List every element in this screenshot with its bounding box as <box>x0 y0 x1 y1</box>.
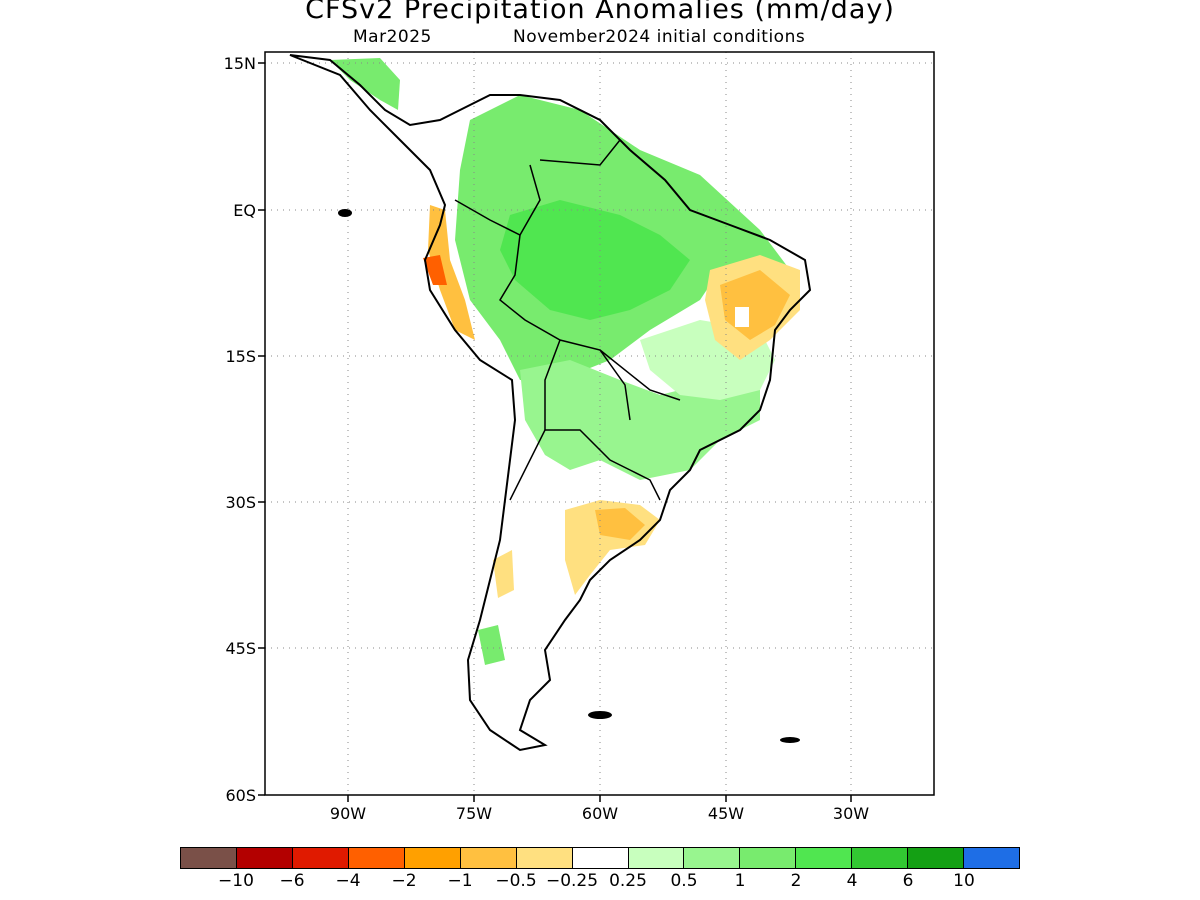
colorbar-label: −0.5 <box>495 871 537 891</box>
wet-region-central <box>500 200 690 320</box>
wet-anomaly-regions <box>330 58 790 665</box>
colorbar-label: −0.25 <box>545 871 599 891</box>
colorbar-label: −10 <box>218 871 254 891</box>
lat-label-15n: 15N <box>223 54 256 73</box>
colorbar-swatch <box>460 848 517 868</box>
colorbar-swatch <box>236 848 293 868</box>
dry-region-peru <box>428 205 475 340</box>
colorbar-swatch <box>964 848 1020 868</box>
lon-label-75w: 75W <box>455 804 493 823</box>
colorbar-swatch <box>348 848 405 868</box>
colorbar-swatch <box>684 848 741 868</box>
colorbar-label: −2 <box>391 871 417 891</box>
colorbar-swatch <box>572 848 629 868</box>
islands <box>338 209 800 743</box>
dry-region-peru-core <box>423 255 447 285</box>
colorbar-label: 4 <box>846 871 858 891</box>
lat-label-60s: 60S <box>225 786 256 805</box>
dry-region-gap <box>735 307 749 327</box>
colorbar-swatch <box>181 848 237 868</box>
colorbar-label: −6 <box>279 871 305 891</box>
dry-region-chile-central <box>493 550 514 598</box>
initial-conditions: November2024 initial conditions <box>513 27 806 47</box>
lon-label-90w: 90W <box>329 804 367 823</box>
colorbar-swatch <box>628 848 685 868</box>
colorbar-label: −1 <box>447 871 473 891</box>
lon-label-30w: 30W <box>832 804 870 823</box>
dry-anomaly-regions <box>423 205 800 598</box>
colorbar-swatch <box>292 848 349 868</box>
colorbar-label: 0.5 <box>670 871 698 891</box>
colorbar-swatch <box>852 848 909 868</box>
tick-marks <box>258 62 852 802</box>
colorbar-label: 6 <box>902 871 914 891</box>
wet-region-chile-south <box>478 625 505 665</box>
dry-region-pampas-core <box>595 508 645 540</box>
map-title: CFSv2 Precipitation Anomalies (mm/day) <box>305 0 895 25</box>
colorbar-swatch <box>516 848 573 868</box>
colorbar-swatch <box>908 848 965 868</box>
colorbar-label: 10 <box>953 871 975 891</box>
forecast-month: Mar2025 <box>353 27 432 47</box>
colorbar-label: 2 <box>790 871 802 891</box>
lat-label-30s: 30S <box>225 493 256 512</box>
colorbar-swatch <box>404 848 461 868</box>
wet-region-central-america <box>330 58 400 110</box>
south-america-coastline <box>289 54 812 752</box>
colorbar-swatch <box>796 848 853 868</box>
lat-label-eq: EQ <box>233 201 256 220</box>
lat-label-45s: 45S <box>225 639 256 658</box>
lon-label-60w: 60W <box>581 804 619 823</box>
colorbar-label: 1 <box>734 871 746 891</box>
lon-label-45w: 45W <box>707 804 745 823</box>
lat-label-15s: 15S <box>225 347 256 366</box>
colorbar-label: −4 <box>335 871 361 891</box>
colorbar-label: 0.25 <box>609 871 647 891</box>
colorbar <box>180 847 1020 869</box>
colorbar-swatch <box>740 848 797 868</box>
country-borders <box>454 139 681 501</box>
